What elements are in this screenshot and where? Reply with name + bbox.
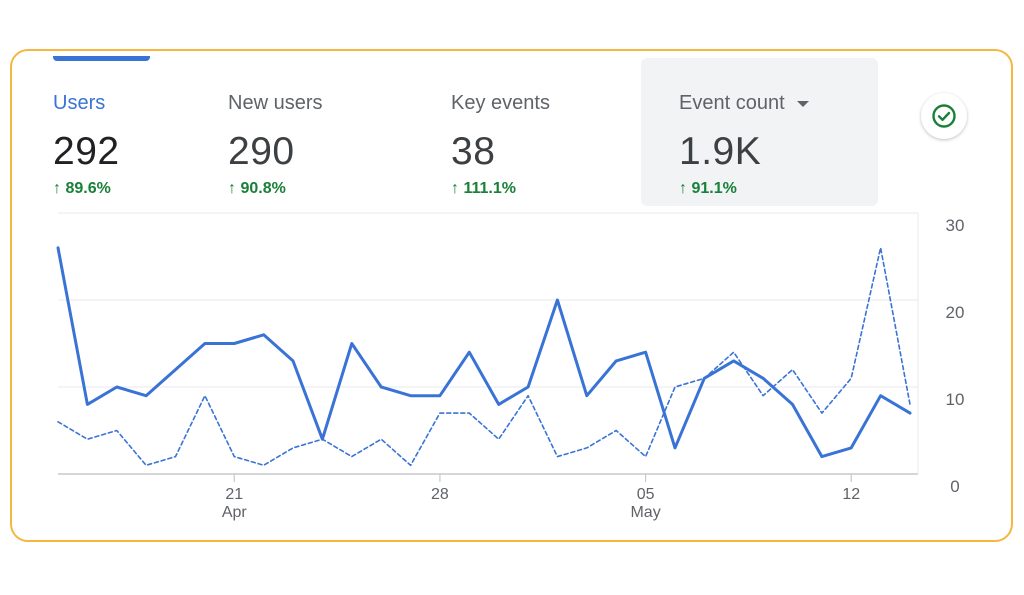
arrow-up-icon: ↑	[228, 180, 236, 197]
metric-label[interactable]: Event count	[679, 92, 809, 115]
x-tick-label: 12	[842, 486, 860, 503]
caret-down-icon[interactable]	[796, 100, 809, 107]
metric-value: 290	[228, 130, 295, 173]
metric-tab-new-users[interactable]: New users 290 ↑ 90.8%	[228, 58, 418, 206]
metric-value: 38	[451, 130, 496, 173]
y-tick-label: 30	[946, 216, 965, 235]
metric-label: New users	[228, 92, 323, 114]
x-tick-label: 21	[225, 486, 243, 503]
metric-value: 1.9K	[679, 130, 762, 173]
metric-value: 292	[53, 130, 120, 173]
metric-change: ↑ 91.1%	[679, 180, 737, 197]
active-tab-indicator	[53, 56, 150, 61]
y-tick-label: 20	[946, 303, 965, 322]
series-line-solid	[56, 246, 912, 459]
y-tick-label: 10	[946, 390, 965, 409]
x-tick-month-label: Apr	[222, 504, 248, 521]
y-tick-label: 0	[950, 477, 959, 496]
metric-tab-users[interactable]: Users 292 ↑ 89.6%	[53, 58, 203, 206]
metric-change: ↑ 90.8%	[228, 180, 286, 197]
x-tick-label: 05	[637, 486, 655, 503]
check-circle-icon	[932, 104, 956, 128]
metric-change: ↑ 111.1%	[451, 180, 516, 197]
x-tick-label: 28	[431, 486, 449, 503]
metric-tab-event-count[interactable]: Event count 1.9K ↑ 91.1%	[641, 58, 878, 206]
metric-tab-key-events[interactable]: Key events 38 ↑ 111.1%	[451, 58, 621, 206]
x-tick-month-label: May	[630, 504, 660, 521]
arrow-up-icon: ↑	[53, 180, 61, 197]
arrow-up-icon: ↑	[451, 180, 459, 197]
series-line-dashed	[57, 247, 911, 467]
metric-change: ↑ 89.6%	[53, 180, 111, 197]
arrow-up-icon: ↑	[679, 180, 687, 197]
check-circle-button[interactable]	[921, 93, 967, 139]
metric-label: Users	[53, 92, 106, 114]
metric-label: Key events	[451, 92, 550, 114]
